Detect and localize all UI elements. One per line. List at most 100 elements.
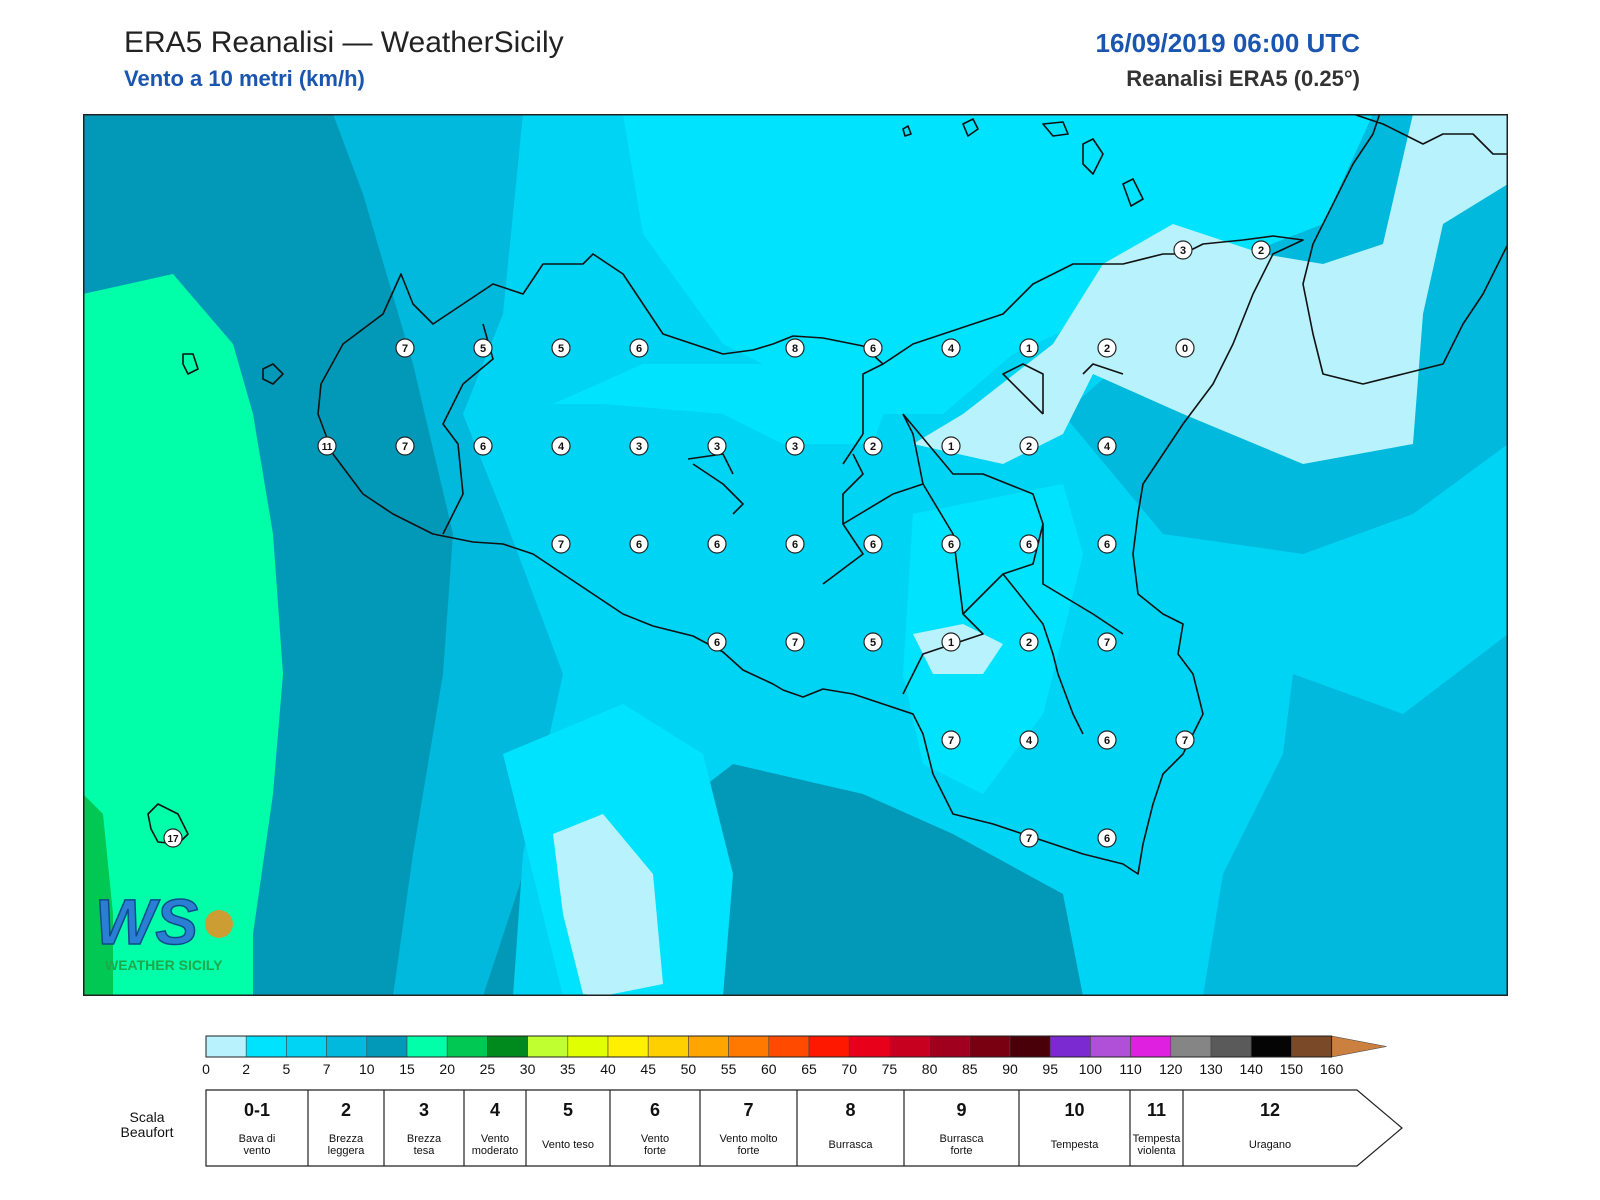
colorbar-cell — [567, 1035, 609, 1058]
beaufort-cell: 5 Vento teso — [542, 1100, 594, 1151]
station-marker: 6 — [1019, 534, 1039, 554]
station-marker: 4 — [1097, 436, 1117, 456]
station-value: 1 — [948, 637, 954, 649]
islands — [147, 118, 1144, 845]
beaufort-number: 4 — [490, 1100, 500, 1120]
colorbar-tick-label: 15 — [399, 1061, 415, 1077]
colorbar-cell — [688, 1035, 729, 1058]
station-circle — [863, 534, 883, 554]
station-circle — [1097, 632, 1117, 652]
fill-band-very-light — [913, 624, 1003, 674]
station-marker: 6 — [1097, 730, 1117, 750]
beaufort-number: 7 — [743, 1100, 753, 1120]
beaufort-desc: Tempesta — [1133, 1133, 1182, 1145]
station-circle — [941, 338, 961, 358]
beaufort-number: 10 — [1064, 1100, 1084, 1120]
station-marker: 6 — [1097, 828, 1117, 848]
station-marker: 6 — [629, 338, 649, 358]
station-circle — [785, 632, 805, 652]
colorbar-tick-label: 45 — [640, 1061, 656, 1077]
colorbar-cell — [1170, 1035, 1212, 1058]
beaufort-cell: 12 Uragano — [1249, 1100, 1291, 1151]
station-value: 6 — [636, 539, 642, 551]
fill-band-bright — [623, 114, 1373, 414]
beaufort-desc: moderato — [472, 1145, 518, 1157]
colorbar-cell — [326, 1035, 368, 1058]
beaufort-number: 8 — [845, 1100, 855, 1120]
station-marker: 2 — [1097, 338, 1117, 358]
station-value: 11 — [322, 442, 333, 453]
beaufort-number: 0-1 — [244, 1100, 270, 1120]
colorbar-tick-label: 85 — [962, 1061, 978, 1077]
colorbar-tick-label: 65 — [801, 1061, 817, 1077]
station-value: 2 — [1026, 637, 1032, 649]
beaufort-desc: Uragano — [1249, 1139, 1291, 1151]
station-marker: 7 — [941, 730, 961, 750]
beaufort-desc: Brezza — [329, 1133, 364, 1145]
colorbar-cell — [1090, 1035, 1131, 1058]
colorbar-tick-label: 130 — [1199, 1061, 1223, 1077]
station-value: 6 — [870, 539, 876, 551]
station-value: 7 — [1182, 735, 1188, 747]
colorbar-cell — [929, 1035, 971, 1058]
colorbar-cell — [1049, 1035, 1091, 1058]
model-label: Reanalisi ERA5 (0.25°) — [1126, 66, 1360, 91]
colorbar-cell — [728, 1035, 770, 1058]
beaufort-number: 9 — [956, 1100, 966, 1120]
station-marker: 7 — [1175, 730, 1195, 750]
station-value: 1 — [948, 441, 954, 453]
station-value: 7 — [402, 343, 408, 355]
station-marker: 6 — [941, 534, 961, 554]
colorbar-tick-label: 10 — [359, 1061, 375, 1077]
station-value: 3 — [714, 441, 720, 453]
station-marker: 2 — [863, 436, 883, 456]
station-marker: 3 — [1173, 240, 1193, 260]
station-marker: 4 — [941, 338, 961, 358]
station-marker: 7 — [1019, 828, 1039, 848]
colorbar-tick-label: 140 — [1240, 1061, 1264, 1077]
station-value: 2 — [1258, 245, 1264, 257]
station-marker: 3 — [707, 436, 727, 456]
station-circle — [317, 436, 337, 456]
station-marker: 7 — [395, 436, 415, 456]
station-value: 6 — [480, 441, 486, 453]
wind-speed-fill-layer — [83, 114, 1508, 996]
weathersicily-logo: WS WEATHER SICILY — [94, 885, 233, 973]
map-subtitle: Vento a 10 metri (km/h) — [124, 66, 365, 91]
station-value: 5 — [480, 343, 486, 355]
colorbar-cell — [205, 1035, 247, 1058]
map-frame — [83, 114, 1508, 996]
colorbar-cell — [969, 1035, 1011, 1058]
station-marker: 4 — [551, 436, 571, 456]
colorbar-tick-label: 25 — [480, 1061, 496, 1077]
station-circle — [785, 436, 805, 456]
station-marker: 3 — [629, 436, 649, 456]
station-marker: 6 — [863, 534, 883, 554]
station-marker: 6 — [707, 534, 727, 554]
station-circle — [707, 534, 727, 554]
colorbar-cells — [205, 1035, 1387, 1058]
beaufort-cell: 10 Tempesta — [1051, 1100, 1100, 1151]
sicily-coastline — [317, 235, 1304, 875]
station-value: 7 — [402, 441, 408, 453]
station-marker: 2 — [1251, 240, 1271, 260]
station-marker: 3 — [785, 436, 805, 456]
station-value: 7 — [1026, 833, 1032, 845]
beaufort-desc: Tempesta — [1051, 1139, 1100, 1151]
calabria-coastline — [1302, 114, 1508, 385]
beaufort-number: 5 — [563, 1100, 573, 1120]
station-circle — [941, 632, 961, 652]
station-value: 6 — [1104, 833, 1110, 845]
station-circle — [1019, 436, 1039, 456]
station-marker: 5 — [473, 338, 493, 358]
beaufort-desc: vento — [244, 1145, 271, 1157]
station-circle — [1251, 240, 1271, 260]
beaufort-scale-label: Scala Beaufort — [112, 1110, 182, 1140]
beaufort-number: 11 — [1147, 1100, 1166, 1120]
beaufort-desc: Brezza — [407, 1133, 442, 1145]
colorbar-tick-label: 2 — [242, 1061, 250, 1077]
